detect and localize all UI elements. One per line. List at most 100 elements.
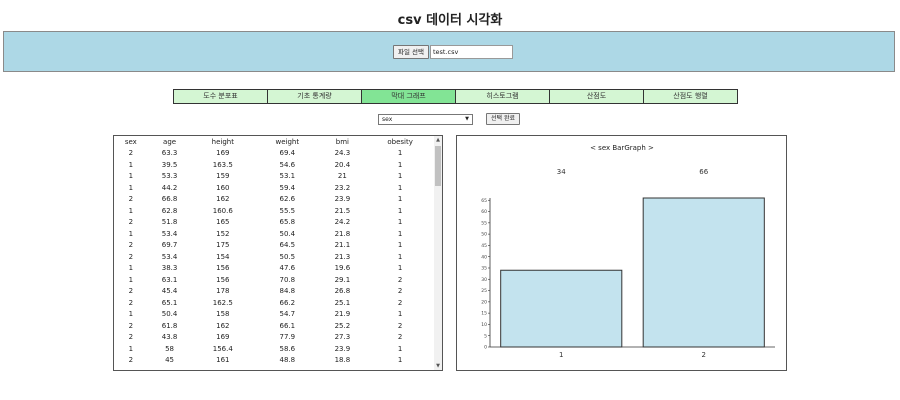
table-cell: 1: [397, 172, 403, 181]
table-cell: 1: [128, 344, 134, 353]
bar-chart: < sex BarGraph > 0 5 10 15 20 25 30 35 40 45 50 55 6…: [481, 144, 775, 359]
y-tick-label: 35: [481, 266, 487, 272]
table-cell: 2: [128, 195, 134, 204]
bar: [500, 269, 623, 348]
table-row: 2 53.4 154 50.5 21.3 1: [114, 251, 436, 263]
table-cell: 2: [397, 333, 403, 342]
table-row: 1 63.1 156 70.8 29.1 2: [114, 274, 436, 286]
table-cell: 2: [397, 321, 403, 330]
y-tick-label: 0: [484, 345, 487, 351]
table-cell: 44.2: [161, 183, 178, 192]
tab-scatter-matrix[interactable]: 산점도 행렬: [643, 89, 738, 104]
table-cell: 1: [128, 275, 134, 284]
table-cell: 50.4: [161, 310, 178, 319]
table-cell: 158: [216, 310, 230, 319]
table-row: 2 61.8 162 66.1 25.2 2: [114, 320, 436, 332]
table-cell: 169: [216, 333, 230, 342]
table-cell: 2: [397, 298, 403, 307]
tab-frequency-table[interactable]: 도수 분포표: [173, 89, 268, 104]
table-cell: 38.3: [161, 264, 178, 273]
table-cell: 61.8: [161, 321, 178, 330]
y-tick-label: 55: [481, 220, 487, 226]
table-cell: 162: [216, 321, 230, 330]
table-cell: 53.1: [279, 172, 296, 181]
table-cell: 18.8: [334, 356, 351, 365]
y-tick-label: 20: [481, 299, 487, 305]
column-select[interactable]: sex ▼: [378, 114, 473, 125]
table-cell: 1: [397, 252, 403, 261]
table-cell: 1: [397, 206, 403, 215]
table-cell: 1: [397, 218, 403, 227]
table-cell: 47.6: [279, 264, 296, 273]
upload-area: 파일 선택 test.csv: [3, 31, 895, 72]
chart-panel: < sex BarGraph > 0 5 10 15 20 25 30 35 40 45 50 55 6…: [456, 135, 787, 371]
table-row: 2 43.8 169 77.9 27.3 2: [114, 332, 436, 344]
table-cell: 24.3: [334, 149, 351, 158]
chart-title: < sex BarGraph >: [590, 144, 654, 152]
tab-bar: 도수 분포표 기초 통계량 막대 그래프 히스토그램 산점도 산점도 행렬: [173, 89, 738, 104]
table-cell: 53.3: [161, 172, 178, 181]
x-tick-label: 2: [702, 351, 706, 359]
table-cell: 160.6: [212, 206, 233, 215]
table-cell: 163.5: [212, 160, 233, 169]
column-select-value: sex: [382, 116, 393, 123]
table-cell: 19.6: [334, 264, 351, 273]
page-title: csv 데이터 시각화: [397, 13, 503, 28]
table-cell: 26.8: [334, 287, 351, 296]
tab-basic-statistics[interactable]: 기초 통계량: [267, 89, 362, 104]
tab-scatter-plot[interactable]: 산점도: [549, 89, 644, 104]
table-cell: 66.2: [279, 298, 296, 307]
y-tick-label: 10: [481, 322, 487, 328]
table-cell: 25.1: [334, 298, 351, 307]
y-tick-label: 65: [481, 198, 487, 204]
table-cell: 2: [128, 333, 134, 342]
y-tick-label: 5: [484, 333, 487, 339]
bar: [642, 197, 765, 348]
table-row: 1 44.2 160 59.4 23.2 1: [114, 182, 436, 194]
table-cell: 77.9: [279, 333, 296, 342]
confirm-button[interactable]: 선택 완료: [486, 113, 520, 125]
bar-value-label: 66: [699, 168, 708, 176]
scroll-down-icon[interactable]: ▼: [436, 363, 440, 369]
y-tick-label: 15: [481, 311, 487, 317]
table-cell: 1: [397, 183, 403, 192]
scroll-up-icon[interactable]: ▲: [436, 137, 440, 143]
table-cell: 20.4: [334, 160, 351, 169]
table-cell: 169: [216, 149, 230, 158]
y-tick-label: 40: [481, 254, 487, 260]
tab-histogram[interactable]: 히스토그램: [455, 89, 550, 104]
column-header: sex: [124, 137, 137, 146]
table-row: 2 69.7 175 64.5 21.1 1: [114, 240, 436, 252]
tab-bar-graph[interactable]: 막대 그래프: [361, 89, 456, 104]
table-cell: 65.1: [161, 298, 178, 307]
table-row: 1 39.5 163.5 54.6 20.4 1: [114, 159, 436, 171]
table-cell: 21.3: [334, 252, 351, 261]
column-header: age: [163, 137, 177, 146]
table-cell: 21.9: [334, 310, 351, 319]
table-cell: 45.4: [161, 287, 178, 296]
table-cell: 152: [216, 229, 230, 238]
column-header: obesity: [387, 137, 413, 146]
vertical-scrollbar[interactable]: ▲ ▼: [434, 136, 442, 370]
table-cell: 27.3: [334, 333, 351, 342]
table-cell: 62.8: [161, 206, 178, 215]
chevron-down-icon: ▼: [465, 116, 469, 122]
table-cell: 1: [397, 149, 403, 158]
scroll-thumb[interactable]: [435, 146, 441, 186]
table-row: 1 58 156.4 58.6 23.9 1: [114, 343, 436, 355]
table-row: 2 45.4 178 84.8 26.8 2: [114, 286, 436, 298]
data-table-panel: sex age height weight bmi obesity 2 63.3 169 69.…: [113, 135, 443, 371]
table-cell: 69.4: [279, 149, 296, 158]
file-select-button[interactable]: 파일 선택: [393, 45, 429, 59]
table-cell: 162.5: [212, 298, 233, 307]
y-tick-label: 50: [481, 232, 487, 238]
table-cell: 50.5: [279, 252, 296, 261]
data-table: sex age height weight bmi obesity 2 63.3 169 69.…: [114, 136, 436, 366]
table-cell: 1: [128, 264, 134, 273]
table-cell: 58.6: [279, 344, 296, 353]
table-cell: 156.4: [212, 344, 233, 353]
table-cell: 160: [216, 183, 230, 192]
table-cell: 2: [128, 287, 134, 296]
table-cell: 1: [128, 172, 134, 181]
table-row: 1 38.3 156 47.6 19.6 1: [114, 263, 436, 275]
